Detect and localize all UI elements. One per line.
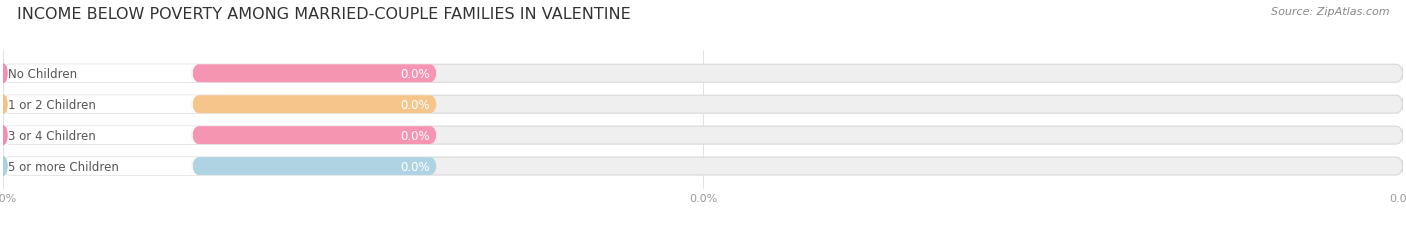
FancyBboxPatch shape bbox=[3, 127, 1403, 144]
Text: 0.0%: 0.0% bbox=[401, 129, 430, 142]
FancyBboxPatch shape bbox=[191, 96, 437, 114]
Text: 0.0%: 0.0% bbox=[401, 67, 430, 80]
Circle shape bbox=[0, 64, 7, 83]
Text: 1 or 2 Children: 1 or 2 Children bbox=[8, 98, 97, 111]
Circle shape bbox=[0, 157, 7, 176]
FancyBboxPatch shape bbox=[3, 65, 437, 83]
Text: 3 or 4 Children: 3 or 4 Children bbox=[8, 129, 96, 142]
FancyBboxPatch shape bbox=[3, 127, 437, 144]
Text: 0.0%: 0.0% bbox=[401, 98, 430, 111]
FancyBboxPatch shape bbox=[191, 127, 437, 144]
Circle shape bbox=[0, 126, 7, 145]
Text: INCOME BELOW POVERTY AMONG MARRIED-COUPLE FAMILIES IN VALENTINE: INCOME BELOW POVERTY AMONG MARRIED-COUPL… bbox=[17, 7, 631, 22]
Text: 5 or more Children: 5 or more Children bbox=[8, 160, 120, 173]
FancyBboxPatch shape bbox=[191, 157, 437, 175]
Text: Source: ZipAtlas.com: Source: ZipAtlas.com bbox=[1271, 7, 1389, 17]
Circle shape bbox=[0, 95, 7, 114]
FancyBboxPatch shape bbox=[3, 157, 1403, 175]
Text: 0.0%: 0.0% bbox=[401, 160, 430, 173]
FancyBboxPatch shape bbox=[3, 65, 1403, 83]
FancyBboxPatch shape bbox=[3, 96, 437, 114]
Text: No Children: No Children bbox=[8, 67, 77, 80]
FancyBboxPatch shape bbox=[3, 96, 1403, 114]
FancyBboxPatch shape bbox=[191, 65, 437, 83]
FancyBboxPatch shape bbox=[3, 157, 437, 175]
